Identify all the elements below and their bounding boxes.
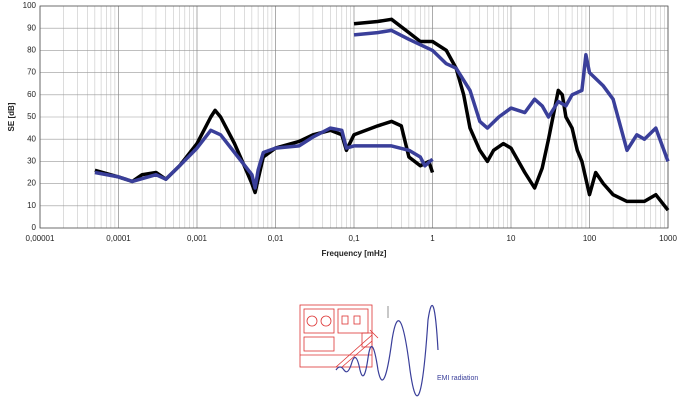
x-tick-label: 1 [430, 234, 435, 243]
y-tick-label: 20 [27, 179, 36, 188]
y-tick-label: 100 [23, 1, 37, 10]
x-tick-label: 100 [583, 234, 597, 243]
emi-wave [335, 304, 439, 397]
y-axis-title: SE [dB] [7, 102, 16, 131]
y-tick-label: 80 [27, 46, 36, 55]
building-drawing [299, 304, 379, 368]
illustration-caption: EMI radiation [437, 375, 478, 382]
y-tick-label: 70 [27, 68, 36, 77]
y-tick-label: 10 [27, 201, 36, 210]
illustration: EMI radiation [299, 304, 478, 397]
x-axis-title: Frequency [mHz] [322, 249, 387, 258]
grid [39, 5, 669, 229]
series-line [94, 28, 670, 190]
y-tick-label: 0 [32, 223, 37, 232]
y-tick-label: 90 [27, 23, 36, 32]
plot-frame [39, 5, 669, 229]
x-tick-label: 0,01 [268, 234, 284, 243]
x-tick-label: 0,1 [348, 234, 360, 243]
y-tick-label: 50 [27, 112, 36, 121]
y-tick-label: 60 [27, 90, 36, 99]
y-tick-label: 30 [27, 157, 36, 166]
x-tick-label: 10 [507, 234, 516, 243]
x-tick-label: 0,0001 [106, 234, 131, 243]
x-tick-label: 0,00001 [26, 234, 55, 243]
x-tick-label: 0,001 [187, 234, 208, 243]
x-tick-label: 1000 [659, 234, 677, 243]
y-tick-label: 40 [27, 134, 36, 143]
